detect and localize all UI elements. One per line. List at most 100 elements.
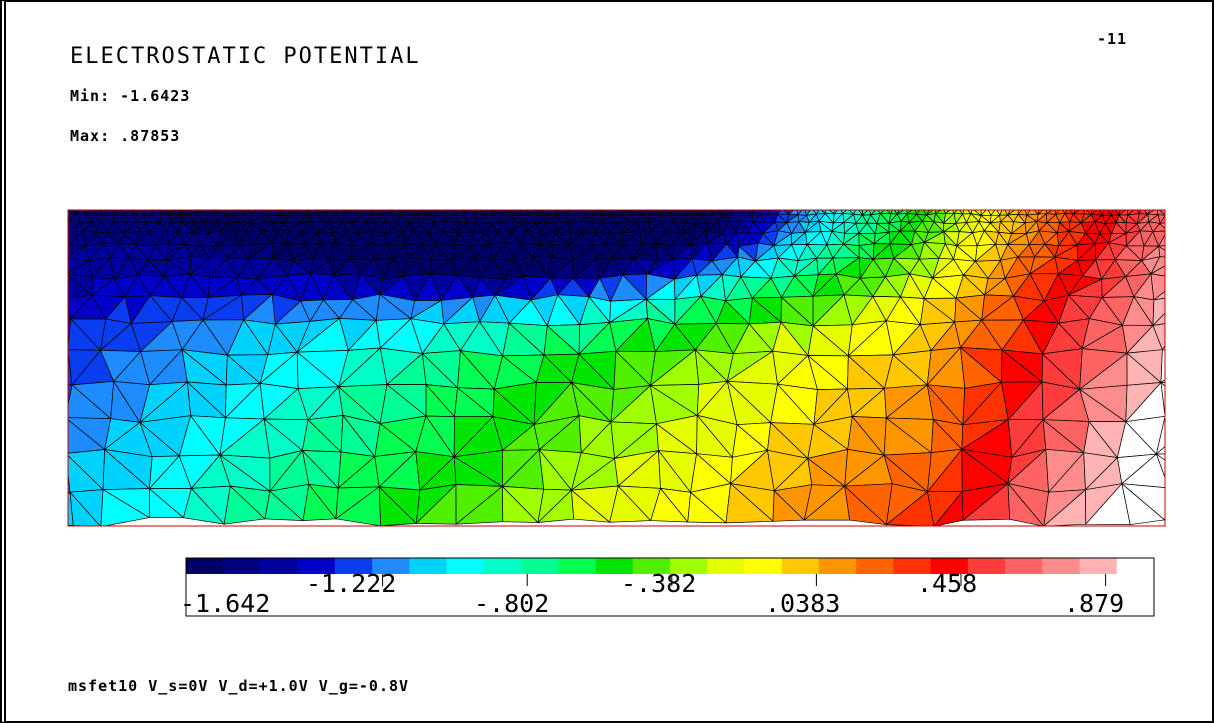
mesh-element — [1163, 518, 1165, 521]
mesh-element — [1200, 353, 1214, 388]
colorbar-swatch — [409, 558, 448, 574]
frame-id: -11 — [1097, 30, 1128, 48]
mesh-element — [1155, 453, 1165, 461]
mesh-element — [1172, 208, 1180, 215]
mesh-element — [68, 349, 69, 351]
colorbar-swatch — [856, 558, 894, 574]
min-label: Min: — [70, 87, 111, 105]
plot-title: ELECTROSTATIC POTENTIAL — [70, 44, 421, 69]
colorbar-swatch — [186, 558, 224, 574]
mesh-element — [1158, 245, 1165, 258]
mesh-element — [1182, 260, 1204, 279]
colorbar-swatch — [893, 558, 932, 574]
mesh-element — [1149, 265, 1165, 277]
mesh-element — [1155, 445, 1165, 455]
colorbar-swatch — [446, 558, 485, 574]
mesh-element — [68, 215, 70, 222]
colorbar-swatch — [1079, 558, 1118, 574]
mesh-element — [1164, 213, 1165, 217]
min-value: -1.6423 — [120, 87, 191, 105]
colorbar-tick-label: .458 — [917, 569, 977, 598]
mesh-element — [68, 318, 72, 351]
mesh-element — [68, 220, 70, 228]
mesh-element — [45, 257, 65, 275]
colorbar-swatch — [260, 558, 299, 574]
min-row: Min: -1.6423 — [70, 87, 190, 105]
mesh-element — [68, 491, 72, 495]
mesh-element — [1160, 349, 1165, 384]
mesh-element — [54, 233, 67, 243]
mesh-element — [1200, 453, 1214, 485]
mesh-element — [1199, 417, 1214, 454]
mesh-element — [1178, 232, 1192, 245]
colorbar-swatch — [632, 558, 671, 574]
mesh-element — [46, 257, 67, 275]
colorbar-tick-label: .0383 — [765, 589, 840, 618]
colorbar-swatch — [744, 558, 783, 574]
colorbar-swatch — [223, 558, 262, 574]
mesh-element — [1164, 214, 1165, 216]
mesh-element — [1177, 245, 1202, 261]
mesh-element — [1160, 381, 1165, 417]
mesh-element — [1167, 222, 1181, 232]
mesh-element — [32, 454, 66, 492]
mesh-element — [1160, 382, 1165, 387]
mesh-element — [68, 240, 69, 246]
mesh-element — [38, 274, 67, 298]
mesh-element — [1120, 483, 1165, 521]
mesh-element — [1164, 214, 1165, 216]
colorbar-swatch — [558, 558, 597, 574]
mesh-element — [68, 210, 69, 213]
mesh-element — [1159, 379, 1165, 384]
colorbar-tick-label: -1.222 — [306, 569, 396, 598]
mesh-element — [1152, 312, 1165, 327]
run-caption: msfet10 V_s=0V V_d=+1.0V V_g=-0.8V — [68, 677, 410, 695]
mesh-element — [1155, 415, 1165, 456]
colorbar-swatch — [297, 558, 336, 574]
mesh-element — [68, 244, 69, 248]
colorbar-swatch — [372, 558, 410, 574]
mesh-element — [1199, 388, 1214, 425]
mesh-element — [1200, 356, 1214, 388]
colorbar-tick-label: -.802 — [474, 589, 549, 618]
mesh-element — [1155, 453, 1165, 479]
mesh-element — [68, 469, 71, 493]
mesh-element — [1152, 323, 1165, 351]
mesh-element — [1200, 484, 1214, 518]
mesh-element — [68, 384, 73, 407]
mesh-element — [68, 213, 69, 214]
mesh-element — [1171, 221, 1185, 231]
mesh-element — [1183, 295, 1214, 324]
mesh-element — [68, 491, 74, 526]
mesh-element — [68, 214, 69, 215]
colorbar-swatch — [670, 558, 708, 574]
mesh-element — [1164, 514, 1165, 521]
colorbar-swatch — [967, 558, 1006, 574]
mesh-element — [1159, 222, 1165, 230]
mesh-element — [24, 418, 66, 459]
mesh-element — [1183, 321, 1214, 356]
max-label: Max: — [70, 127, 111, 145]
colorbar-swatch — [334, 558, 373, 574]
mesh-element — [1152, 297, 1165, 327]
colorbar-swatch — [1005, 558, 1043, 574]
mesh-element — [1199, 417, 1214, 454]
mesh-element — [1150, 273, 1165, 301]
mesh-element — [1200, 453, 1214, 490]
mesh-element — [45, 243, 65, 258]
mesh-element — [32, 418, 66, 459]
colorbar-swatch — [595, 558, 634, 574]
mesh-element — [1182, 277, 1214, 296]
colorbar-tick-label: -.382 — [621, 569, 696, 598]
colorbar-swatch — [781, 558, 820, 574]
mesh-border — [67, 209, 1166, 527]
colorbar: -1.642 -1.222 -.802 -.382 .0383 .458 .879 — [180, 557, 1155, 618]
colorbar-tick-label: -1.642 — [180, 589, 270, 618]
mesh-element — [1171, 215, 1185, 222]
mesh-element — [38, 274, 66, 297]
mesh-element — [1200, 484, 1214, 525]
mesh-element — [1157, 245, 1165, 251]
